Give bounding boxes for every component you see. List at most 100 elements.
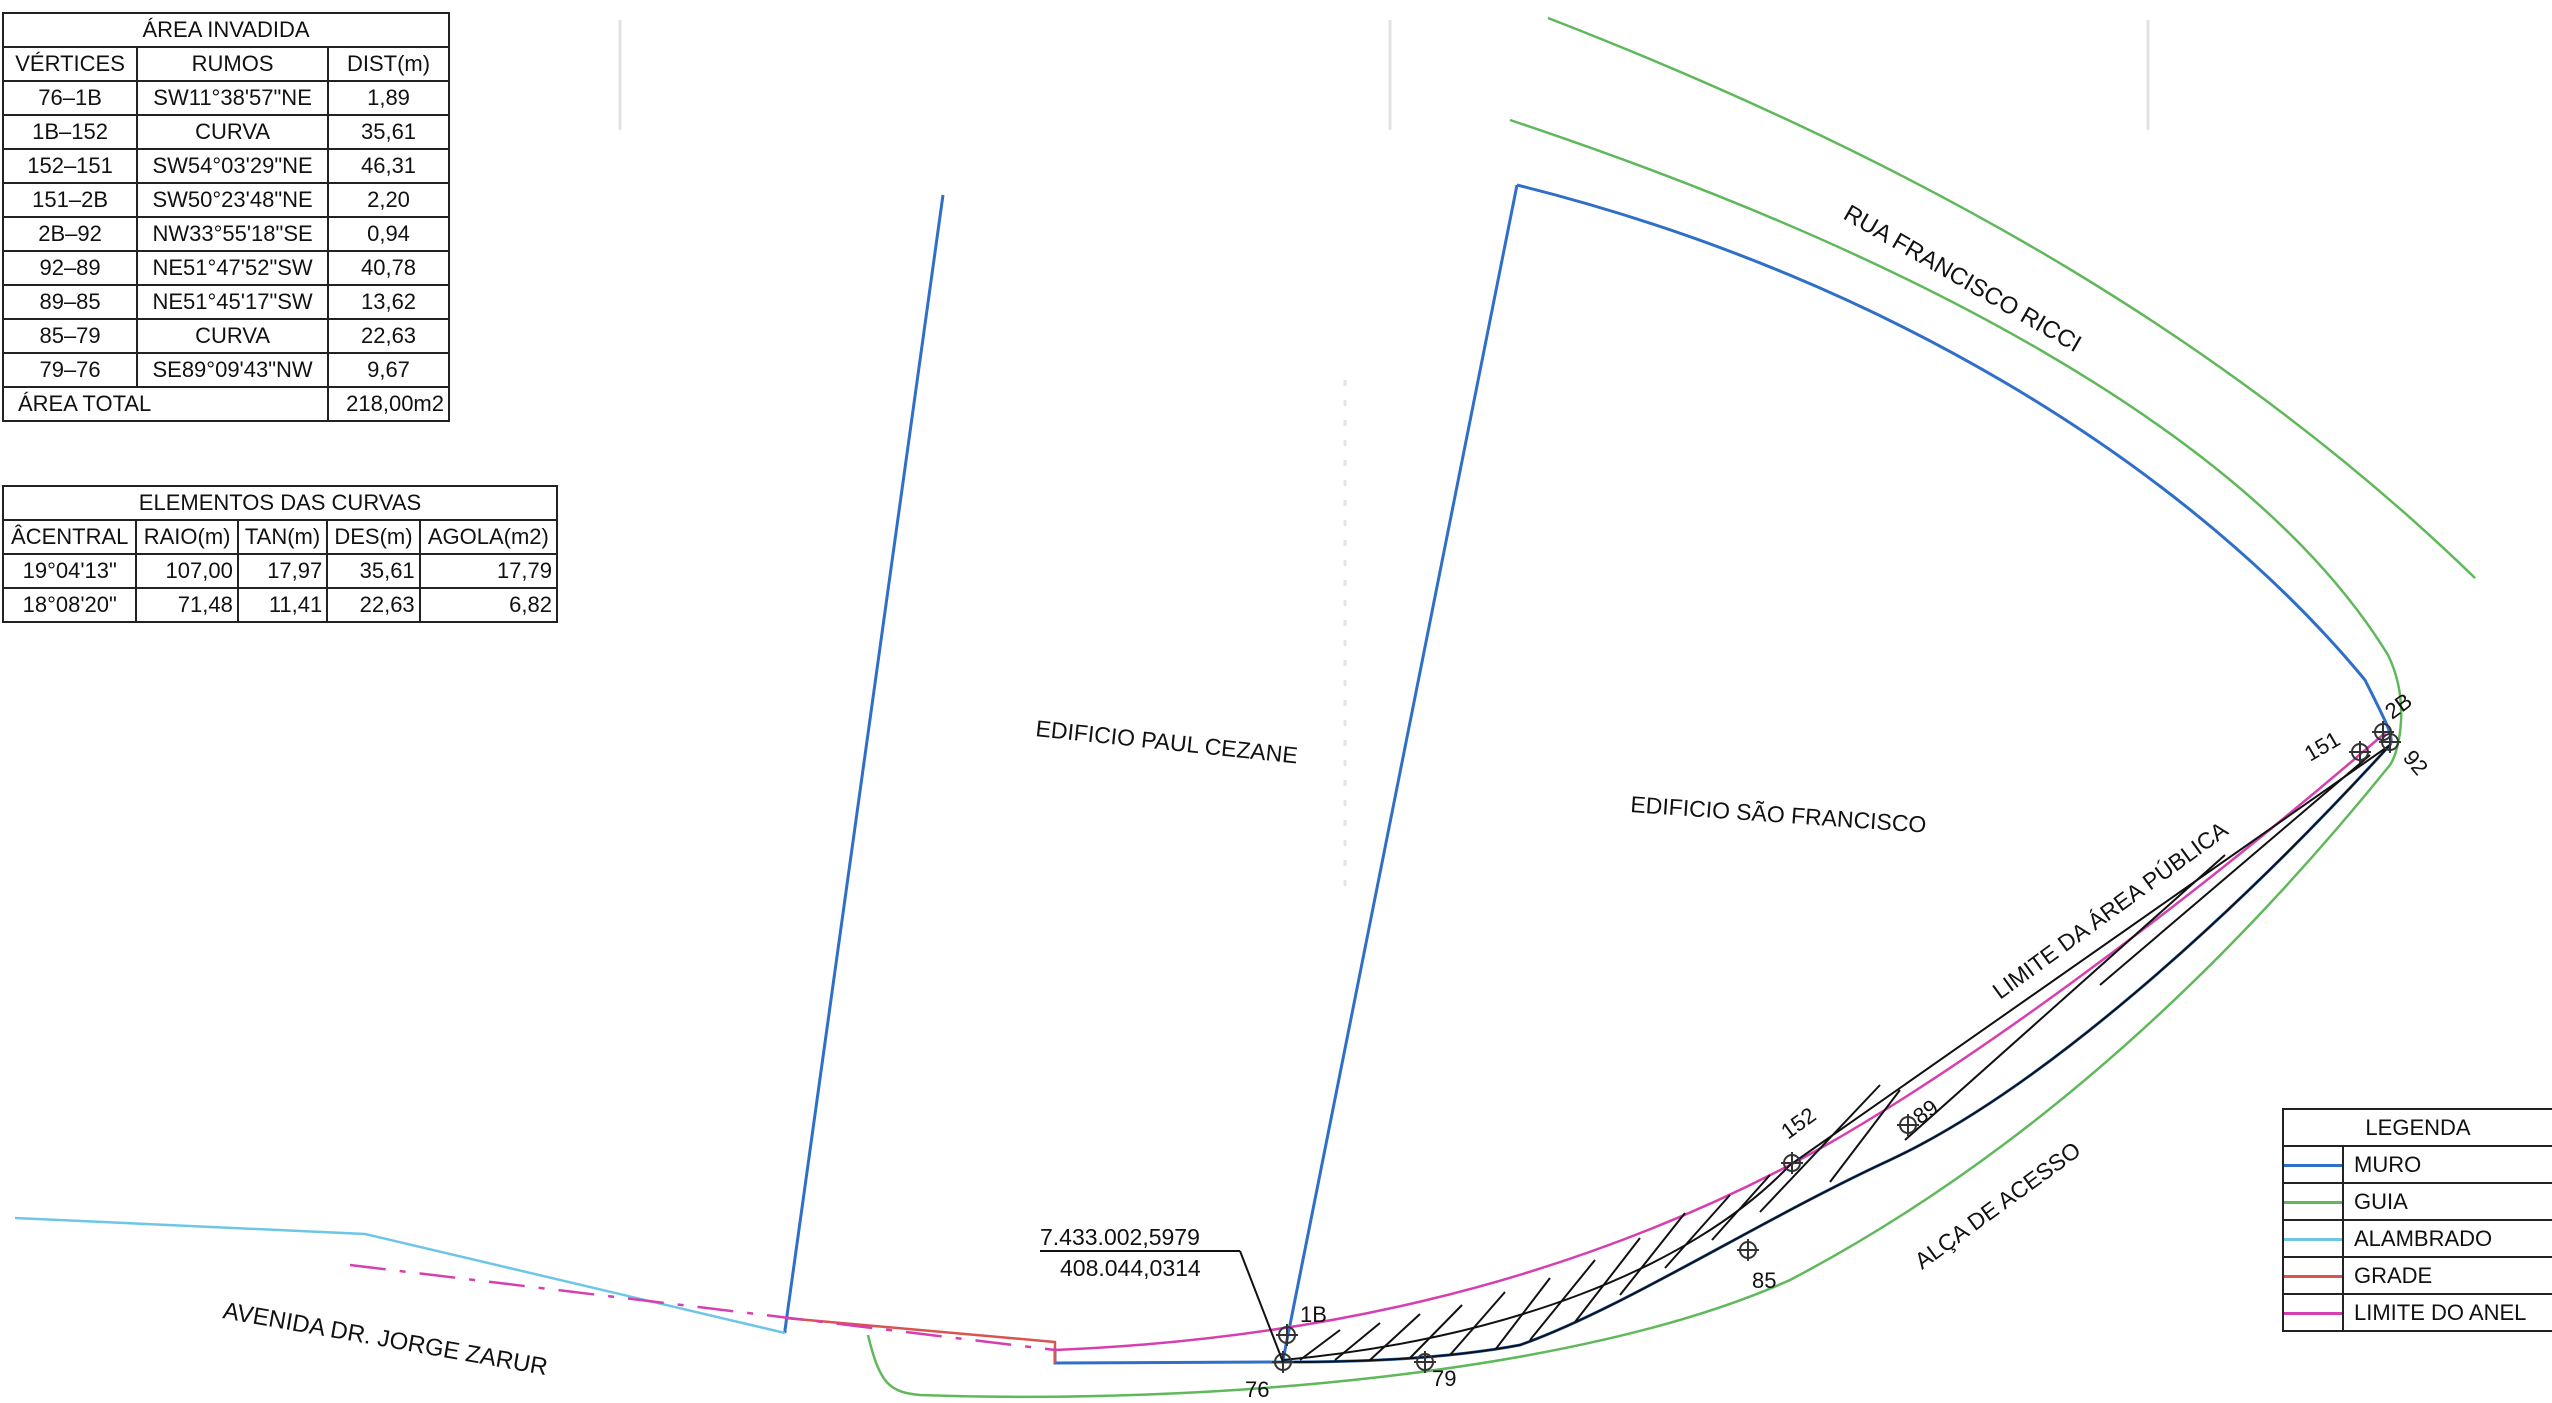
fold-marks [618, 20, 2150, 900]
legend-swatch [2282, 1256, 2344, 1295]
legend-label: LIMITE DO ANEL [2342, 1293, 2552, 1332]
table-row: 92–89 NE51°47'52"SW 40,78 [1, 250, 450, 286]
building-paul-label: EDIFICIO PAUL CEZANE [1034, 715, 1299, 768]
curve-col-tan: TAN(m) [236, 519, 329, 555]
grade-line [784, 1316, 1057, 1363]
rumo-cell: NW33°55'18"SE [136, 216, 330, 252]
muro-lines [783, 183, 2393, 1365]
legend-label: GRADE [2342, 1256, 2552, 1295]
agola-cell: 17,79 [418, 553, 559, 589]
legend-label: ALAMBRADO [2342, 1219, 2552, 1258]
raio-cell: 71,48 [135, 587, 239, 623]
distance-cell: 22,63 [327, 318, 450, 354]
muro-left-wall [783, 194, 945, 1333]
legend-box: LEGENDA MURO GUIA ALAMBRADO GRADE LIMITE DO … [2282, 1108, 2552, 1332]
area-total-label: ÁREA TOTAL [1, 386, 330, 422]
coord-north: 7.433.002,5979 [1040, 1224, 1200, 1250]
distance-cell: 2,20 [327, 182, 450, 218]
distance-cell: 40,78 [327, 250, 450, 286]
vertex-label-2b: 2B [2380, 688, 2416, 724]
table-row: 151–2B SW50°23'48"NE 2,20 [1, 182, 450, 218]
vertex-label-152: 152 [1776, 1102, 1820, 1144]
rumo-cell: SW50°23'48"NE [136, 182, 330, 218]
rumo-cell: NE51°45'17"SW [136, 284, 330, 320]
distance-cell: 35,61 [327, 114, 450, 150]
invaded-area-hatch [1282, 744, 2391, 1364]
map-text: RUA FRANCISCO RICCI EDIFICIO PAUL CEZANE… [221, 200, 2433, 1402]
vertex-85 [1737, 1239, 1759, 1261]
rumo-cell: NE51°47'52"SW [136, 250, 330, 286]
rumo-cell: SW11°38'57"NE [136, 80, 330, 116]
legend-item: GRADE [2282, 1256, 2552, 1295]
legend-line-icon [2284, 1274, 2342, 1278]
street-ricci-label: RUA FRANCISCO RICCI [1839, 200, 2086, 358]
legend-swatch [2282, 1145, 2344, 1184]
area-col-vertices: VÉRTICES [1, 46, 139, 82]
rumo-cell: CURVA [136, 114, 330, 150]
legend-item: ALAMBRADO [2282, 1219, 2552, 1258]
alambrado-line [14, 1216, 786, 1335]
area-table-title: ÁREA INVADIDA [2, 12, 450, 48]
legend-line-icon [2284, 1311, 2342, 1315]
agola-cell: 6,82 [418, 587, 559, 623]
vertex-markers [1272, 721, 2401, 1373]
area-col-dist: DIST(m) [327, 46, 450, 82]
table-row: 89–85 NE51°45'17"SW 13,62 [1, 284, 450, 320]
vertex-pair-cell: 92–89 [1, 250, 139, 286]
muro-right-building [1053, 183, 2393, 1365]
curve-col-acentral: ÂCENTRAL [1, 519, 138, 555]
legend-items: MURO GUIA ALAMBRADO GRADE LIMITE DO ANEL [2282, 1145, 2552, 1332]
vertex-pair-cell: 85–79 [1, 318, 139, 354]
area-table-body: 76–1B SW11°38'57"NE 1,89 1B–152 CURVA 35,61 15… [1, 80, 450, 388]
vertex-label-92: 92 [2398, 745, 2433, 780]
curve-elements-table: ELEMENTOS DAS CURVAS ÂCENTRAL RAIO(m) TA… [1, 485, 559, 623]
vertex-79 [1414, 1351, 1436, 1373]
vertex-89 [1897, 1114, 1919, 1136]
distance-cell: 9,67 [327, 352, 450, 388]
vertex-pair-cell: 76–1B [1, 80, 139, 116]
distance-cell: 1,89 [327, 80, 450, 116]
rumo-cell: SE89°09'43"NW [136, 352, 330, 388]
vertex-pair-cell: 79–76 [1, 352, 139, 388]
guia-outer-curb [1547, 16, 2476, 579]
vertex-pair-cell: 2B–92 [1, 216, 139, 252]
acentral-cell: 18°08'20" [1, 587, 138, 623]
limite-anel-line [1054, 732, 2386, 1352]
table-row: 79–76 SE89°09'43"NW 9,67 [1, 352, 450, 388]
rumo-cell: SW54°03'29"NE [136, 148, 330, 184]
tan-cell: 17,97 [236, 553, 329, 589]
raio-cell: 107,00 [135, 553, 239, 589]
curve-col-des: DES(m) [326, 519, 421, 555]
legend-line-icon [2284, 1237, 2342, 1241]
legend-label: GUIA [2342, 1182, 2552, 1221]
alca-label: ALÇA DE ACESSO [1910, 1137, 2086, 1274]
legend-swatch [2282, 1293, 2344, 1332]
distance-cell: 46,31 [327, 148, 450, 184]
guia-inner-curb [866, 118, 2403, 1399]
limite-anel-dashed [349, 1263, 1056, 1352]
curve-col-agola: AGOLA(m2) [418, 519, 559, 555]
legend-item: LIMITE DO ANEL [2282, 1293, 2552, 1332]
table-row: 85–79 CURVA 22,63 [1, 318, 450, 354]
table-row: 18°08'20" 71,48 11,41 22,63 6,82 [1, 587, 559, 623]
vertex-label-85: 85 [1752, 1268, 1776, 1293]
legend-item: MURO [2282, 1145, 2552, 1184]
vertex-151 [2349, 741, 2371, 763]
curve-table-body: 19°04'13" 107,00 17,97 35,61 17,79 18°08'20" 7… [1, 553, 559, 623]
rumo-cell: CURVA [136, 318, 330, 354]
tan-cell: 11,41 [236, 587, 329, 623]
table-row: 2B–92 NW33°55'18"SE 0,94 [1, 216, 450, 252]
avenida-label: AVENIDA DR. JORGE ZARUR [221, 1297, 550, 1381]
vertex-label-79: 79 [1432, 1366, 1456, 1391]
legend-swatch [2282, 1182, 2344, 1221]
des-cell: 35,61 [326, 553, 421, 589]
legend-line-icon [2284, 1163, 2342, 1167]
table-row: 1B–152 CURVA 35,61 [1, 114, 450, 150]
vertex-label-1b: 1B [1300, 1302, 1327, 1327]
building-sao-label: EDIFICIO SÃO FRANCISCO [1630, 791, 1928, 838]
legend-title: LEGENDA [2282, 1108, 2552, 1147]
acentral-cell: 19°04'13" [1, 553, 138, 589]
legend-item: GUIA [2282, 1182, 2552, 1221]
area-invadida-table: ÁREA INVADIDA VÉRTICES RUMOS DIST(m) 76–… [1, 12, 450, 422]
